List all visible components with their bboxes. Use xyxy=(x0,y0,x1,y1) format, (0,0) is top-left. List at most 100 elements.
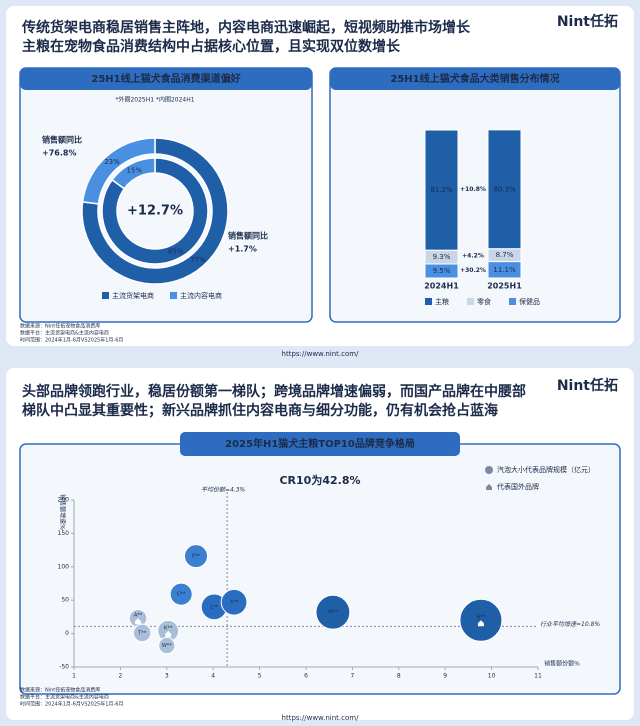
reference-label: 平均份额=4.3% xyxy=(201,486,246,494)
headline: 传统货架电商稳居销售主阵地，内容电商迅速崛起，短视频助推市场增长 xyxy=(21,19,471,36)
x-tick-label: 6 xyxy=(304,673,308,680)
bar-segment xyxy=(424,129,459,251)
legend-label: 代表国外品牌 xyxy=(497,482,539,491)
x-tick-label: 10 xyxy=(488,673,496,680)
legend-swatch xyxy=(170,292,177,299)
data-label: 81.2% xyxy=(430,186,453,194)
bubble-label: C** xyxy=(177,592,186,598)
chart-title: 2025年H1猫犬主粮TOP10品牌竞争格局 xyxy=(225,437,415,450)
panel-title-bar xyxy=(330,68,620,90)
source-note: 数据来源：Nint任拓宠物食品消费库 xyxy=(20,687,100,694)
source-note: 数据平台：主流货架电商&主流内容电商 xyxy=(20,330,109,337)
legend-swatch xyxy=(425,298,432,305)
y-tick-label: 100 xyxy=(58,563,70,570)
x-tick-label: 2025H1 xyxy=(487,282,522,291)
bubble-label: H** xyxy=(477,615,486,621)
url: https://www.nint.com/ xyxy=(282,714,360,722)
y-axis-label: 销售额增速% xyxy=(59,494,67,530)
bubble xyxy=(184,544,209,569)
x-tick-label: 4 xyxy=(211,673,215,680)
data-label: 9.3% xyxy=(433,253,451,261)
y-tick-label: -50 xyxy=(59,664,69,671)
panel xyxy=(329,67,621,323)
source-note: 时间范围：2024年1月-6月VS2025年1月-6月 xyxy=(20,337,123,344)
x-tick-label: 2 xyxy=(118,673,122,680)
legend-label: 汽泡大小代表品牌规模（亿元） xyxy=(497,465,595,474)
logo: Nint任拓 xyxy=(557,377,618,394)
panel-title-bar xyxy=(20,68,312,90)
y-tick-label: 200 xyxy=(58,497,70,504)
logo: Nint任拓 xyxy=(557,13,618,30)
x-tick-label: 2024H1 xyxy=(424,282,459,291)
legend-bubble xyxy=(485,466,493,474)
y-tick-label: 0 xyxy=(65,630,69,637)
data-label: 77% xyxy=(190,256,206,264)
bubble-label: W** xyxy=(162,643,172,649)
source-note: 数据平台：主流货架电商&主流内容电商 xyxy=(20,694,109,701)
x-axis-label: 销售额份额% xyxy=(544,660,580,668)
chart-subtitle: CR10为42.8% xyxy=(279,473,360,487)
growth-label: +30.2% xyxy=(460,267,486,274)
foreign-icon xyxy=(477,620,484,627)
source-note: 时间范围：2024年1月-6月VS2025年1月-6月 xyxy=(20,701,123,708)
bubble-label: A** xyxy=(134,613,143,619)
legend-label: 主流货架电商 xyxy=(112,291,154,300)
annotation: 销售额同比 xyxy=(228,231,268,241)
donut-segment xyxy=(81,137,156,205)
donut-segment xyxy=(101,157,209,265)
x-tick-label: 11 xyxy=(534,673,542,680)
bubble xyxy=(169,582,193,606)
data-label: 9.5% xyxy=(433,267,451,275)
annotation-value: +1.7% xyxy=(228,245,257,254)
bubble-label: T** xyxy=(137,630,147,636)
x-tick-label: 1 xyxy=(72,673,76,680)
headline: 主粮在宠物食品消费结构中占据核心位置，且实现双位数增长 xyxy=(22,38,401,55)
center-label: +12.7% xyxy=(127,204,183,219)
donut-segment xyxy=(81,137,229,285)
data-label: 11.1% xyxy=(493,266,516,274)
x-tick-label: 9 xyxy=(443,673,447,680)
reference-label: 行业平均增速=10.8% xyxy=(540,620,600,628)
foreign-icon xyxy=(165,630,172,637)
legend-icon xyxy=(486,484,492,490)
legend-label: 保健品 xyxy=(519,297,540,306)
x-tick-label: 3 xyxy=(165,673,169,680)
panel-title-bar xyxy=(180,432,460,456)
annotation-value: +76.8% xyxy=(42,149,76,158)
legend-label: 主流内容电商 xyxy=(180,291,222,300)
data-label: 23% xyxy=(104,158,120,166)
bubble-label: M** xyxy=(328,610,338,616)
legend-swatch xyxy=(467,298,474,305)
legend-label: 零食 xyxy=(477,297,491,306)
bubble xyxy=(132,623,152,643)
donut-segment xyxy=(111,157,156,190)
chart-title: 25H1线上猫犬食品消费渠道偏好 xyxy=(91,72,240,85)
legend-swatch xyxy=(102,292,109,299)
bubble xyxy=(315,594,351,630)
foreign-icon xyxy=(135,618,142,625)
x-tick-label: 7 xyxy=(350,673,354,680)
legend-label: 主粮 xyxy=(435,297,449,306)
data-label: 8.7% xyxy=(496,251,514,259)
headline: 头部品牌领跑行业，稳居份额第一梯队；跨境品牌增速偏弱，而国产品牌在中腰部 xyxy=(22,383,526,400)
x-tick-label: 5 xyxy=(258,673,262,680)
data-label: 80.3% xyxy=(493,185,516,193)
y-tick-label: 150 xyxy=(58,530,70,537)
growth-label: +4.2% xyxy=(462,253,484,260)
url: https://www.nint.com/ xyxy=(282,350,360,358)
bubble xyxy=(220,588,248,616)
headline: 梯队中凸显其重要性；新兴品牌抓住内容电商与细分功能，仍有机会抢占蓝海 xyxy=(22,402,498,419)
legend-swatch xyxy=(509,298,516,305)
data-label: 85% xyxy=(168,248,184,256)
bubble-label: X** xyxy=(230,600,239,606)
bubble-label: L** xyxy=(210,604,218,610)
data-label: 15% xyxy=(127,166,143,174)
bubble xyxy=(158,636,176,655)
y-tick-label: 50 xyxy=(61,597,69,604)
bar-segment xyxy=(487,129,522,250)
bubble-label: F** xyxy=(192,554,200,560)
source-note: 数据来源：Nint任拓宠物食品消费库 xyxy=(20,323,100,330)
x-tick-label: 8 xyxy=(397,673,401,680)
